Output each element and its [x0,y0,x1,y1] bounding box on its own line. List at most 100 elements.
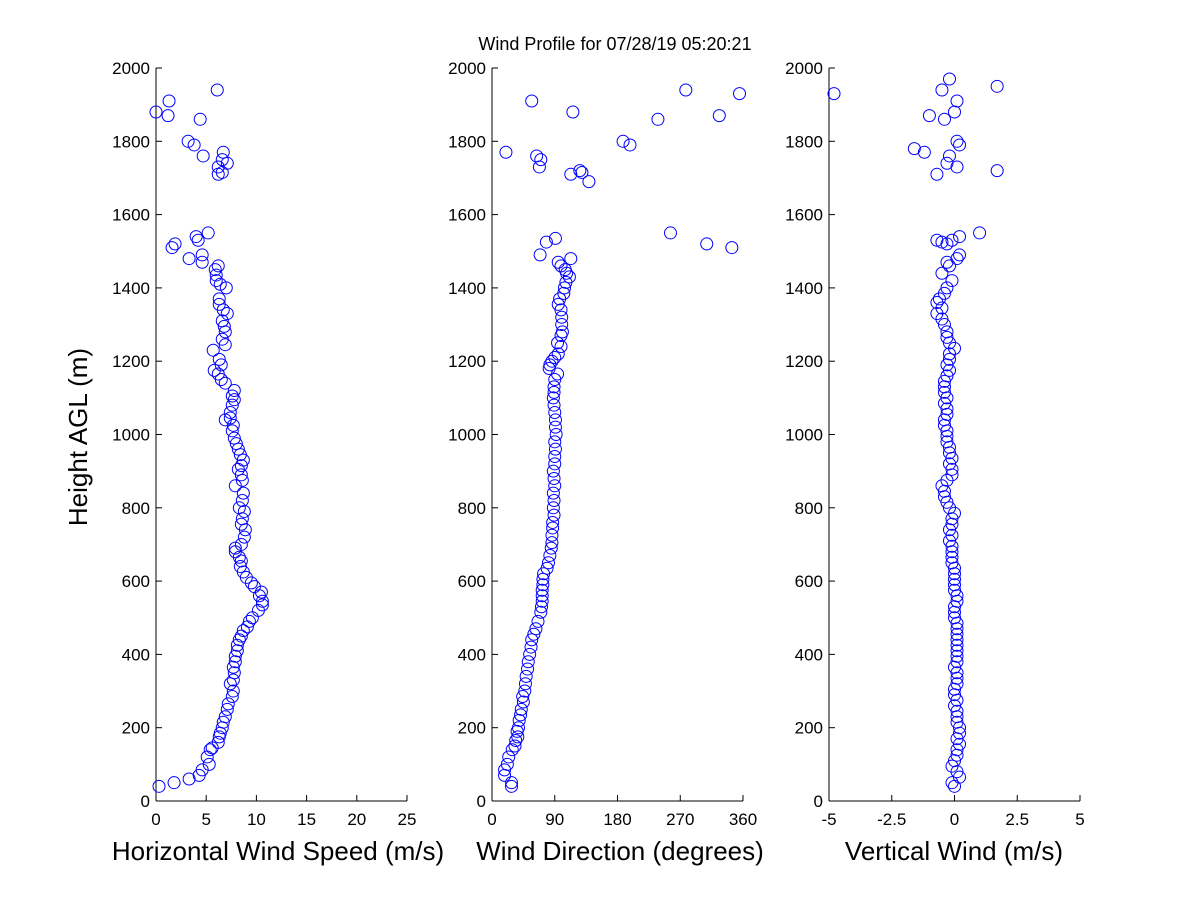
data-point-marker [535,583,549,597]
data-point-marker [535,600,549,614]
data-point-marker [953,138,967,152]
data-point-marker [551,336,565,350]
data-point-marker [209,274,223,288]
y-tick-label: 0 [477,792,486,811]
data-point-marker [514,702,528,716]
data-point-marker [937,385,951,399]
data-point-marker [940,429,954,443]
data-point-marker [505,776,519,790]
data-point-marker [212,297,226,311]
data-point-marker [196,149,210,163]
data-point-marker [502,750,516,764]
data-point-marker [549,428,563,441]
data-point-marker [255,598,269,612]
data-point-marker [527,627,541,641]
data-point-marker [223,411,237,425]
y-tick-label: 1600 [448,206,486,225]
y-tick-label: 2000 [785,59,823,78]
x-tick-label: 360 [729,810,757,829]
x-tick-label: -5 [821,810,836,829]
data-point-marker [545,354,559,368]
data-point-marker [616,134,630,148]
y-tick-label: 1000 [112,426,150,445]
data-point-marker [509,734,523,748]
data-point-marker [534,153,548,167]
data-point-marker [518,677,532,691]
y-tick-label: 800 [795,499,823,518]
data-point-marker [935,235,949,249]
data-point-marker [227,393,241,407]
y-tick-label: 0 [814,792,823,811]
data-point-marker [546,501,560,515]
data-point-marker [525,94,539,108]
data-point-marker [953,248,967,262]
data-point-marker [216,715,230,729]
data-point-marker [940,325,954,339]
data-point-marker [548,413,562,427]
y-tick-label: 1200 [112,352,150,371]
data-point-marker [228,649,242,663]
data-point-marker [548,420,562,434]
wind-direction-panel: 0 90 180 270 360 0 200 400 600 800 1000 1200 1400 160… [448,59,764,866]
data-point-marker [181,134,195,148]
x-tick-label: 5 [1075,810,1084,829]
data-point-marker [212,352,226,366]
data-point-marker [950,638,964,652]
data-point-marker [575,165,589,179]
data-point-marker [827,87,841,101]
x-tick-label: 25 [398,810,417,829]
data-point-marker [942,363,956,377]
data-point-marker [218,710,232,724]
data-point-marker [948,583,961,597]
data-point-marker [149,105,163,119]
data-point-marker [206,343,220,357]
x-tick-label: 10 [247,810,266,829]
data-point-marker [508,739,522,753]
data-point-marker [498,768,512,782]
data-point-marker [945,759,959,773]
data-point-marker [245,611,259,625]
y-tick-label: 600 [795,572,823,591]
data-point-marker [942,72,956,86]
data-point-marker [651,112,665,126]
data-point-marker [211,259,225,273]
data-point-marker [512,713,526,727]
data-point-marker [203,743,217,757]
data-point-marker [548,435,562,449]
data-point-marker [511,721,525,735]
data-point-marker [950,622,964,636]
data-point-marker [950,715,964,729]
data-point-marker [907,142,921,156]
data-point-marker [557,286,571,300]
horizontal-wind-speed-panel: 0 5 10 15 20 25 0 200 400 600 800 1000 1200 1400 1600 1… [112,59,444,866]
data-point-marker [548,351,562,365]
data-point-marker [220,307,234,321]
data-point-marker [543,358,557,372]
data-point-marker [942,259,956,273]
data-point-marker [917,145,931,159]
data-point-marker [558,263,572,277]
data-point-marker [202,757,216,771]
data-point-marker [521,662,535,676]
data-point-marker [940,281,954,295]
y-tick-label: 800 [122,499,150,518]
x-tick-label: 270 [666,810,694,829]
data-point-marker [950,743,964,757]
y-tick-label: 1000 [785,426,823,445]
x-tick-label: 90 [545,810,564,829]
data-point-marker [953,230,967,244]
data-point-marker [223,406,237,420]
data-point-marker [930,296,944,310]
data-point-marker [182,252,196,266]
data-point-marker [551,347,565,361]
y-tick-label: 600 [458,572,486,591]
data-point-marker [623,138,637,152]
data-point-marker [500,757,514,771]
y-axis-label: Height AGL (m) [63,348,93,526]
y-tick-label: 1400 [785,279,823,298]
data-point-marker [546,515,560,529]
x-tick-label: 0 [151,810,160,829]
data-point-marker [945,462,959,476]
data-point-marker [935,83,949,97]
data-point-marker [505,743,519,757]
